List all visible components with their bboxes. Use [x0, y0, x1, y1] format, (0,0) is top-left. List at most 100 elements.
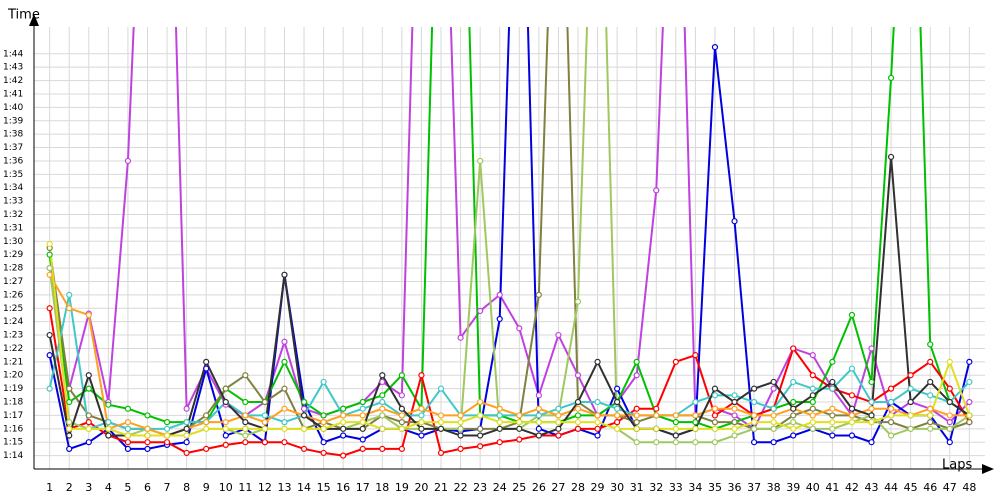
series-line [48, 27, 970, 444]
x-tick-label: 42 [845, 481, 859, 494]
data-point [496, 412, 503, 419]
x-tick-label: 7 [164, 481, 171, 494]
series-line [48, 156, 970, 440]
data-point [496, 425, 503, 432]
data-point [477, 157, 484, 165]
data-point [887, 153, 895, 161]
data-point [653, 187, 660, 194]
data-point [848, 365, 856, 372]
data-point [868, 405, 875, 412]
data-point [46, 271, 53, 278]
data-point [731, 392, 738, 399]
x-tick-label: 17 [356, 481, 370, 494]
data-point [203, 445, 210, 453]
data-point [907, 412, 914, 419]
data-point [966, 398, 973, 406]
data-point [183, 439, 190, 446]
data-point [203, 412, 210, 419]
data-point [692, 425, 699, 432]
x-tick-label: 40 [806, 481, 820, 494]
data-point [457, 425, 464, 432]
data-point [477, 443, 484, 450]
data-point [535, 412, 542, 419]
x-axis-title: Laps [942, 458, 972, 473]
data-point [242, 425, 249, 432]
data-point [692, 412, 699, 419]
data-point [535, 425, 542, 432]
data-point [300, 445, 308, 453]
x-tick-label: 4 [105, 481, 112, 494]
data-point [261, 425, 269, 432]
data-point [163, 425, 171, 432]
x-tick-label: 33 [669, 481, 683, 494]
data-point [379, 445, 386, 453]
data-point [183, 449, 190, 457]
y-tick-label: 1:40 [3, 103, 23, 113]
data-point [418, 425, 425, 432]
data-point [457, 412, 464, 419]
data-point [66, 291, 73, 298]
data-point [124, 405, 132, 412]
data-point [829, 378, 836, 386]
data-point [418, 419, 425, 426]
data-point [731, 218, 738, 225]
x-tick-label: 6 [144, 481, 151, 494]
x-tick-label: 3 [85, 481, 92, 494]
x-axis-arrow [982, 464, 994, 474]
y-tick-label: 1:21 [3, 357, 23, 367]
data-point [105, 401, 112, 408]
data-point [281, 385, 288, 392]
data-point [887, 74, 895, 81]
data-point [692, 398, 699, 406]
data-point [887, 385, 895, 392]
data-point [535, 419, 542, 426]
series-line [48, 243, 971, 437]
data-point [320, 439, 327, 446]
data-point [790, 378, 797, 386]
y-tick-label: 1:42 [3, 76, 23, 86]
y-tick-label: 1:34 [3, 183, 23, 193]
data-point [144, 432, 151, 439]
data-point [183, 419, 190, 426]
data-point [418, 412, 425, 419]
data-point [790, 345, 797, 352]
data-point [261, 412, 269, 419]
data-point [633, 419, 640, 426]
data-point [574, 398, 582, 406]
data-point [437, 449, 445, 457]
data-point [614, 419, 621, 426]
data-point [711, 439, 719, 446]
data-point [809, 385, 816, 392]
x-tick-label: 9 [203, 481, 210, 494]
data-point [124, 419, 132, 426]
data-point [633, 439, 640, 446]
data-point [790, 398, 797, 406]
data-point [496, 291, 503, 298]
x-tick-label: 19 [395, 481, 409, 494]
y-tick-label: 1:23 [3, 331, 23, 341]
data-point [340, 452, 347, 459]
data-point [300, 405, 308, 412]
y-tick-label: 1:37 [3, 143, 23, 153]
data-point [711, 43, 719, 51]
x-tick-label: 46 [923, 481, 937, 494]
data-point [144, 439, 151, 446]
data-point [555, 425, 562, 432]
data-point [633, 358, 640, 365]
data-point [946, 425, 953, 432]
data-point [887, 405, 895, 412]
x-tick-label: 35 [708, 481, 722, 494]
data-point [242, 398, 249, 406]
data-point [46, 251, 53, 258]
data-point [418, 432, 425, 439]
data-point [66, 419, 73, 426]
data-point [144, 425, 151, 432]
y-tick-label: 1:30 [3, 237, 23, 247]
data-point [85, 439, 92, 446]
data-point [222, 385, 229, 392]
data-point [457, 432, 464, 439]
data-point [555, 412, 562, 419]
x-tick-label: 36 [728, 481, 742, 494]
data-point [809, 392, 816, 399]
